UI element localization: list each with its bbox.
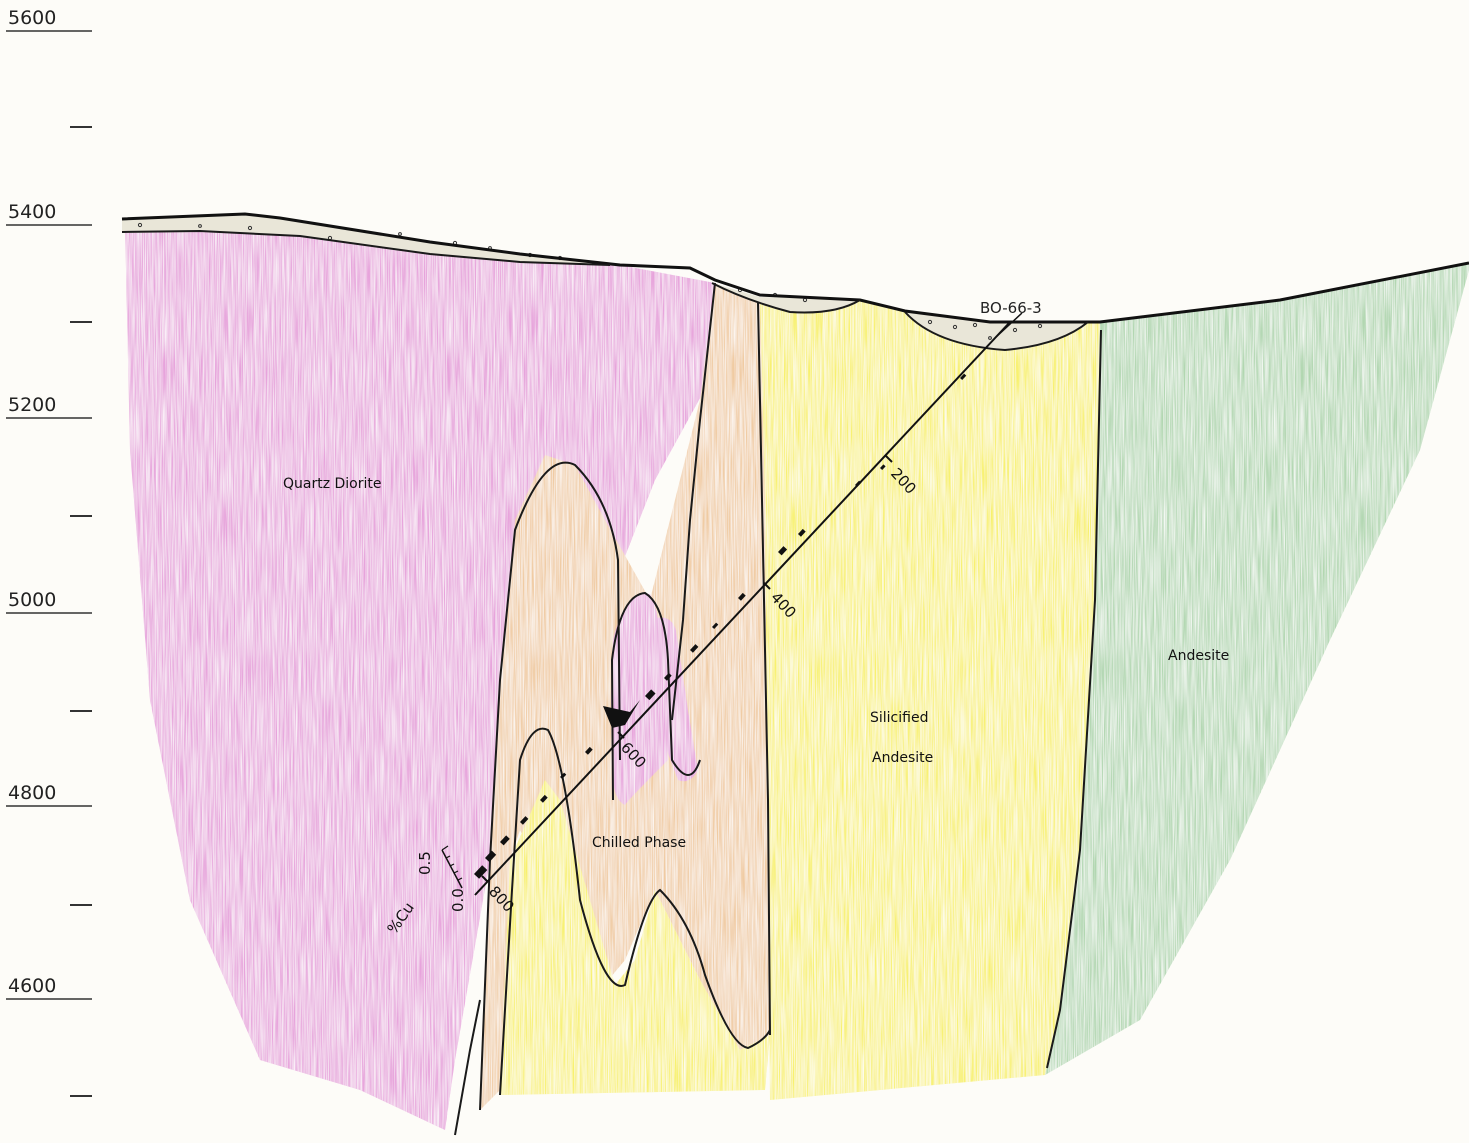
overburden-lens bbox=[712, 283, 860, 313]
elevation-label-group: 5000 bbox=[6, 589, 92, 614]
contact-line bbox=[121, 229, 611, 266]
elevation-label: 5400 bbox=[8, 201, 56, 223]
rock-units bbox=[125, 220, 1469, 1130]
silicified-andesite-area bbox=[760, 300, 1100, 1100]
assay-scale-max: 0.5 bbox=[416, 851, 434, 875]
andesite-area bbox=[1045, 262, 1469, 1075]
contact-line bbox=[610, 591, 701, 801]
label-quartz-diorite: Quartz Diorite bbox=[283, 476, 382, 492]
contact-line bbox=[711, 282, 861, 314]
assay-scale-baseline bbox=[441, 849, 463, 889]
elevation-label-group: 4600 bbox=[6, 975, 92, 1000]
contact-line bbox=[1046, 329, 1102, 1069]
assay-bars bbox=[474, 373, 967, 879]
label-andesite: Andesite bbox=[1168, 648, 1229, 664]
elevation-label: 4600 bbox=[8, 975, 56, 997]
overburden bbox=[122, 214, 1088, 350]
contact-line bbox=[454, 999, 481, 1136]
elevation-label-group: 5400 bbox=[6, 201, 92, 226]
drill-hole-trace bbox=[474, 321, 1011, 896]
assay-scale: 0.5 0.0 %Cu bbox=[384, 845, 467, 937]
elevation-label: 4800 bbox=[8, 782, 56, 804]
elevation-label-group: 4800 bbox=[6, 782, 92, 807]
contact-line bbox=[757, 302, 771, 1036]
contact-line bbox=[479, 461, 621, 1111]
elevation-label: 5000 bbox=[8, 589, 56, 611]
elevation-axis: 5600 5400 5200 5000 4800 4600 bbox=[6, 7, 92, 1097]
ground-surface bbox=[121, 212, 1469, 324]
depth-ticks bbox=[481, 455, 893, 883]
silicified-andesite-lower bbox=[500, 780, 770, 1095]
elevation-label: 5600 bbox=[8, 7, 56, 29]
geologic-contacts bbox=[121, 212, 1469, 1136]
quartz-diorite-area bbox=[125, 220, 715, 1130]
label-chilled-phase: Chilled Phase bbox=[592, 835, 686, 851]
label-silicified-andesite-1: Silicified bbox=[870, 710, 928, 726]
unit-labels: Quartz Diorite Chilled Phase Silicified … bbox=[283, 476, 1229, 851]
elevation-label-group: 5200 bbox=[6, 394, 92, 419]
overburden-lens bbox=[122, 214, 610, 265]
contact-line bbox=[499, 727, 771, 1096]
elevation-label-group: 5600 bbox=[6, 7, 92, 32]
overburden-lens bbox=[905, 312, 1088, 350]
label-silicified-andesite-2: Andesite bbox=[872, 750, 933, 766]
contact-line bbox=[671, 282, 716, 721]
contact-line bbox=[904, 311, 1089, 352]
chilled-phase-inner-lobe bbox=[520, 700, 628, 830]
drill-hole-collar-leader bbox=[994, 312, 1023, 339]
assay-scale-min: 0.0 bbox=[449, 888, 467, 912]
drill-hole-id: BO-66-3 bbox=[980, 299, 1042, 317]
elevation-label: 5200 bbox=[8, 394, 56, 416]
